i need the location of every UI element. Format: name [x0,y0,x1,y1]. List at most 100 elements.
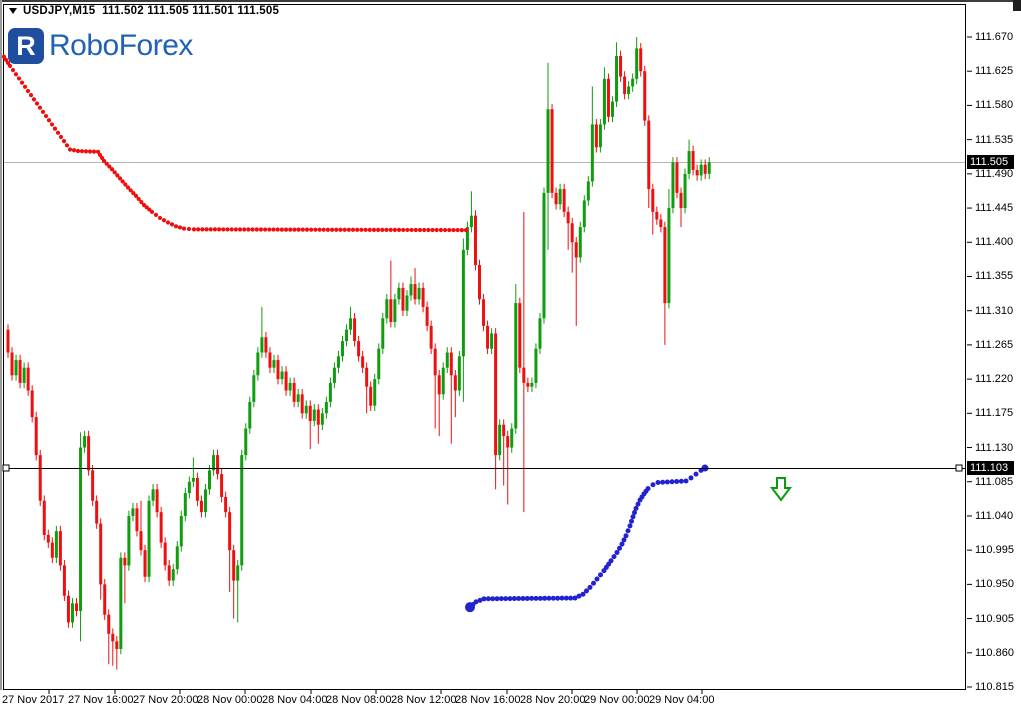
candle-body-down [679,192,683,209]
sar-dots-up-dot [542,595,548,601]
candle-body-up [667,208,671,304]
candle-body-down [220,474,224,497]
sar-dots-up-dot [485,596,491,602]
sar-dots-down-dot [367,227,372,232]
candle-body-down [91,470,95,501]
sar-dots-up-dot [633,505,639,511]
sar-dots-down-dot [371,227,377,232]
sar-dots-up-dot [594,576,600,582]
candle-body-down [619,56,623,77]
sar-dots-down-dot [279,227,284,232]
candle-body-down [574,242,578,258]
chart-plot-area[interactable] [3,4,966,690]
sar-dots-down-dot [79,149,85,154]
sar-dots-down-dot [196,227,201,232]
time-axis-label: 29 Nov 04:00 [649,694,715,706]
sar-dots-down-dot [99,155,105,160]
sar-dots-down-dot [64,143,70,148]
candle-body-down [437,375,441,395]
time-axis-label: 27 Nov 16:00 [68,694,134,706]
sar-dots-down-dot [246,227,251,232]
candle-body-down [639,48,643,72]
sar-dots-down-dot [131,191,136,196]
sar-dots-down-dot [451,227,456,233]
candle-body-down [421,287,425,307]
price-axis-label: 110.860 [975,646,1014,659]
sar-dots-down-dot [117,176,123,181]
sar-dots-down-dot [22,84,28,89]
sar-dots-down-dot [392,227,397,233]
sar-dots-up-dot [630,514,636,520]
hline-right-handle[interactable] [955,464,963,472]
sar-dots-down-dot [250,227,255,232]
sar-dots-down-dot [136,196,141,202]
candle-body-down [155,489,159,513]
sar-dots-down-dot [139,199,144,205]
sar-dots-up-dot [477,597,483,603]
candle-body-down [99,523,103,585]
candle-body-down [550,109,554,193]
candle-body-down [570,223,574,243]
price-axis-label: 111.355 [975,270,1014,283]
sar-dots-down-dot [133,193,139,198]
candle-body-down [107,614,111,634]
candle-body-down [425,306,429,326]
sar-dots-down-dot [359,227,364,232]
sar-dots-down-dot [447,227,452,233]
sar-dots-up-dot [632,510,637,516]
sar-dots-up-dot [678,478,684,484]
sar-dots-up-dot [490,596,496,602]
candle-body-down [518,303,522,368]
hline-left-handle[interactable] [2,464,10,472]
candle-body-up [534,348,538,383]
sar-dots-down-dot [409,227,414,233]
candle-body-down [10,352,14,376]
sar-dots-down-dot [430,227,435,233]
collapse-triangle-icon[interactable] [9,8,17,14]
sar-dots-down-dot [263,227,268,232]
candle-body-down [276,360,280,380]
sar-dots-up-dot [537,595,543,601]
sar-dots-down-dot [304,227,310,232]
time-axis-label: 28 Nov 12:00 [391,694,457,706]
candle-body-down [675,162,679,193]
candle-body-down [264,337,268,353]
candle-body-down [26,367,30,391]
candle-body-up [469,215,473,228]
sar-dots-down-dot [19,80,25,85]
sar-dots-down-dot [401,227,406,233]
sar-dots-down-dot [237,227,243,232]
sar-dots-down [1,54,469,233]
candle-body-down [46,534,50,543]
sar-dots-down-dot [43,113,49,119]
sar-dots-up-dot [608,558,614,564]
sar-dots-down-dot [242,227,247,232]
sell-arrow-down-icon[interactable] [770,477,792,502]
sar-dots-down-dot [83,149,89,154]
candle-body-up [179,515,183,547]
sar-dots-down-dot [128,188,133,193]
candle-body-up [381,318,385,349]
sar-dots-down-dot [463,227,469,233]
sar-dots-down-dot [101,158,107,164]
price-axis-label: 111.400 [975,236,1014,249]
candle-body-up [687,151,691,174]
candle-body-up [385,299,389,319]
sar-dots-down-dot [10,67,16,73]
sar-dots-up-dot [507,596,513,602]
candle-body-down [87,436,91,471]
candle-body-up [538,318,542,349]
candle-body-down [562,189,566,212]
sar-dots-up-dot [629,518,634,524]
price-axis-label: 111.085 [975,475,1014,488]
candle-body-up [131,508,135,516]
sar-dots-up-dot [580,591,586,597]
sar-dots-down-dot [233,227,238,232]
candle-body-down [66,595,70,623]
candle-body-down [75,603,79,611]
sar-dots-up-dot [550,595,556,601]
sar-dots-down-dot [283,227,289,232]
candle-body-down [115,641,119,649]
candle-body-down [478,265,482,300]
